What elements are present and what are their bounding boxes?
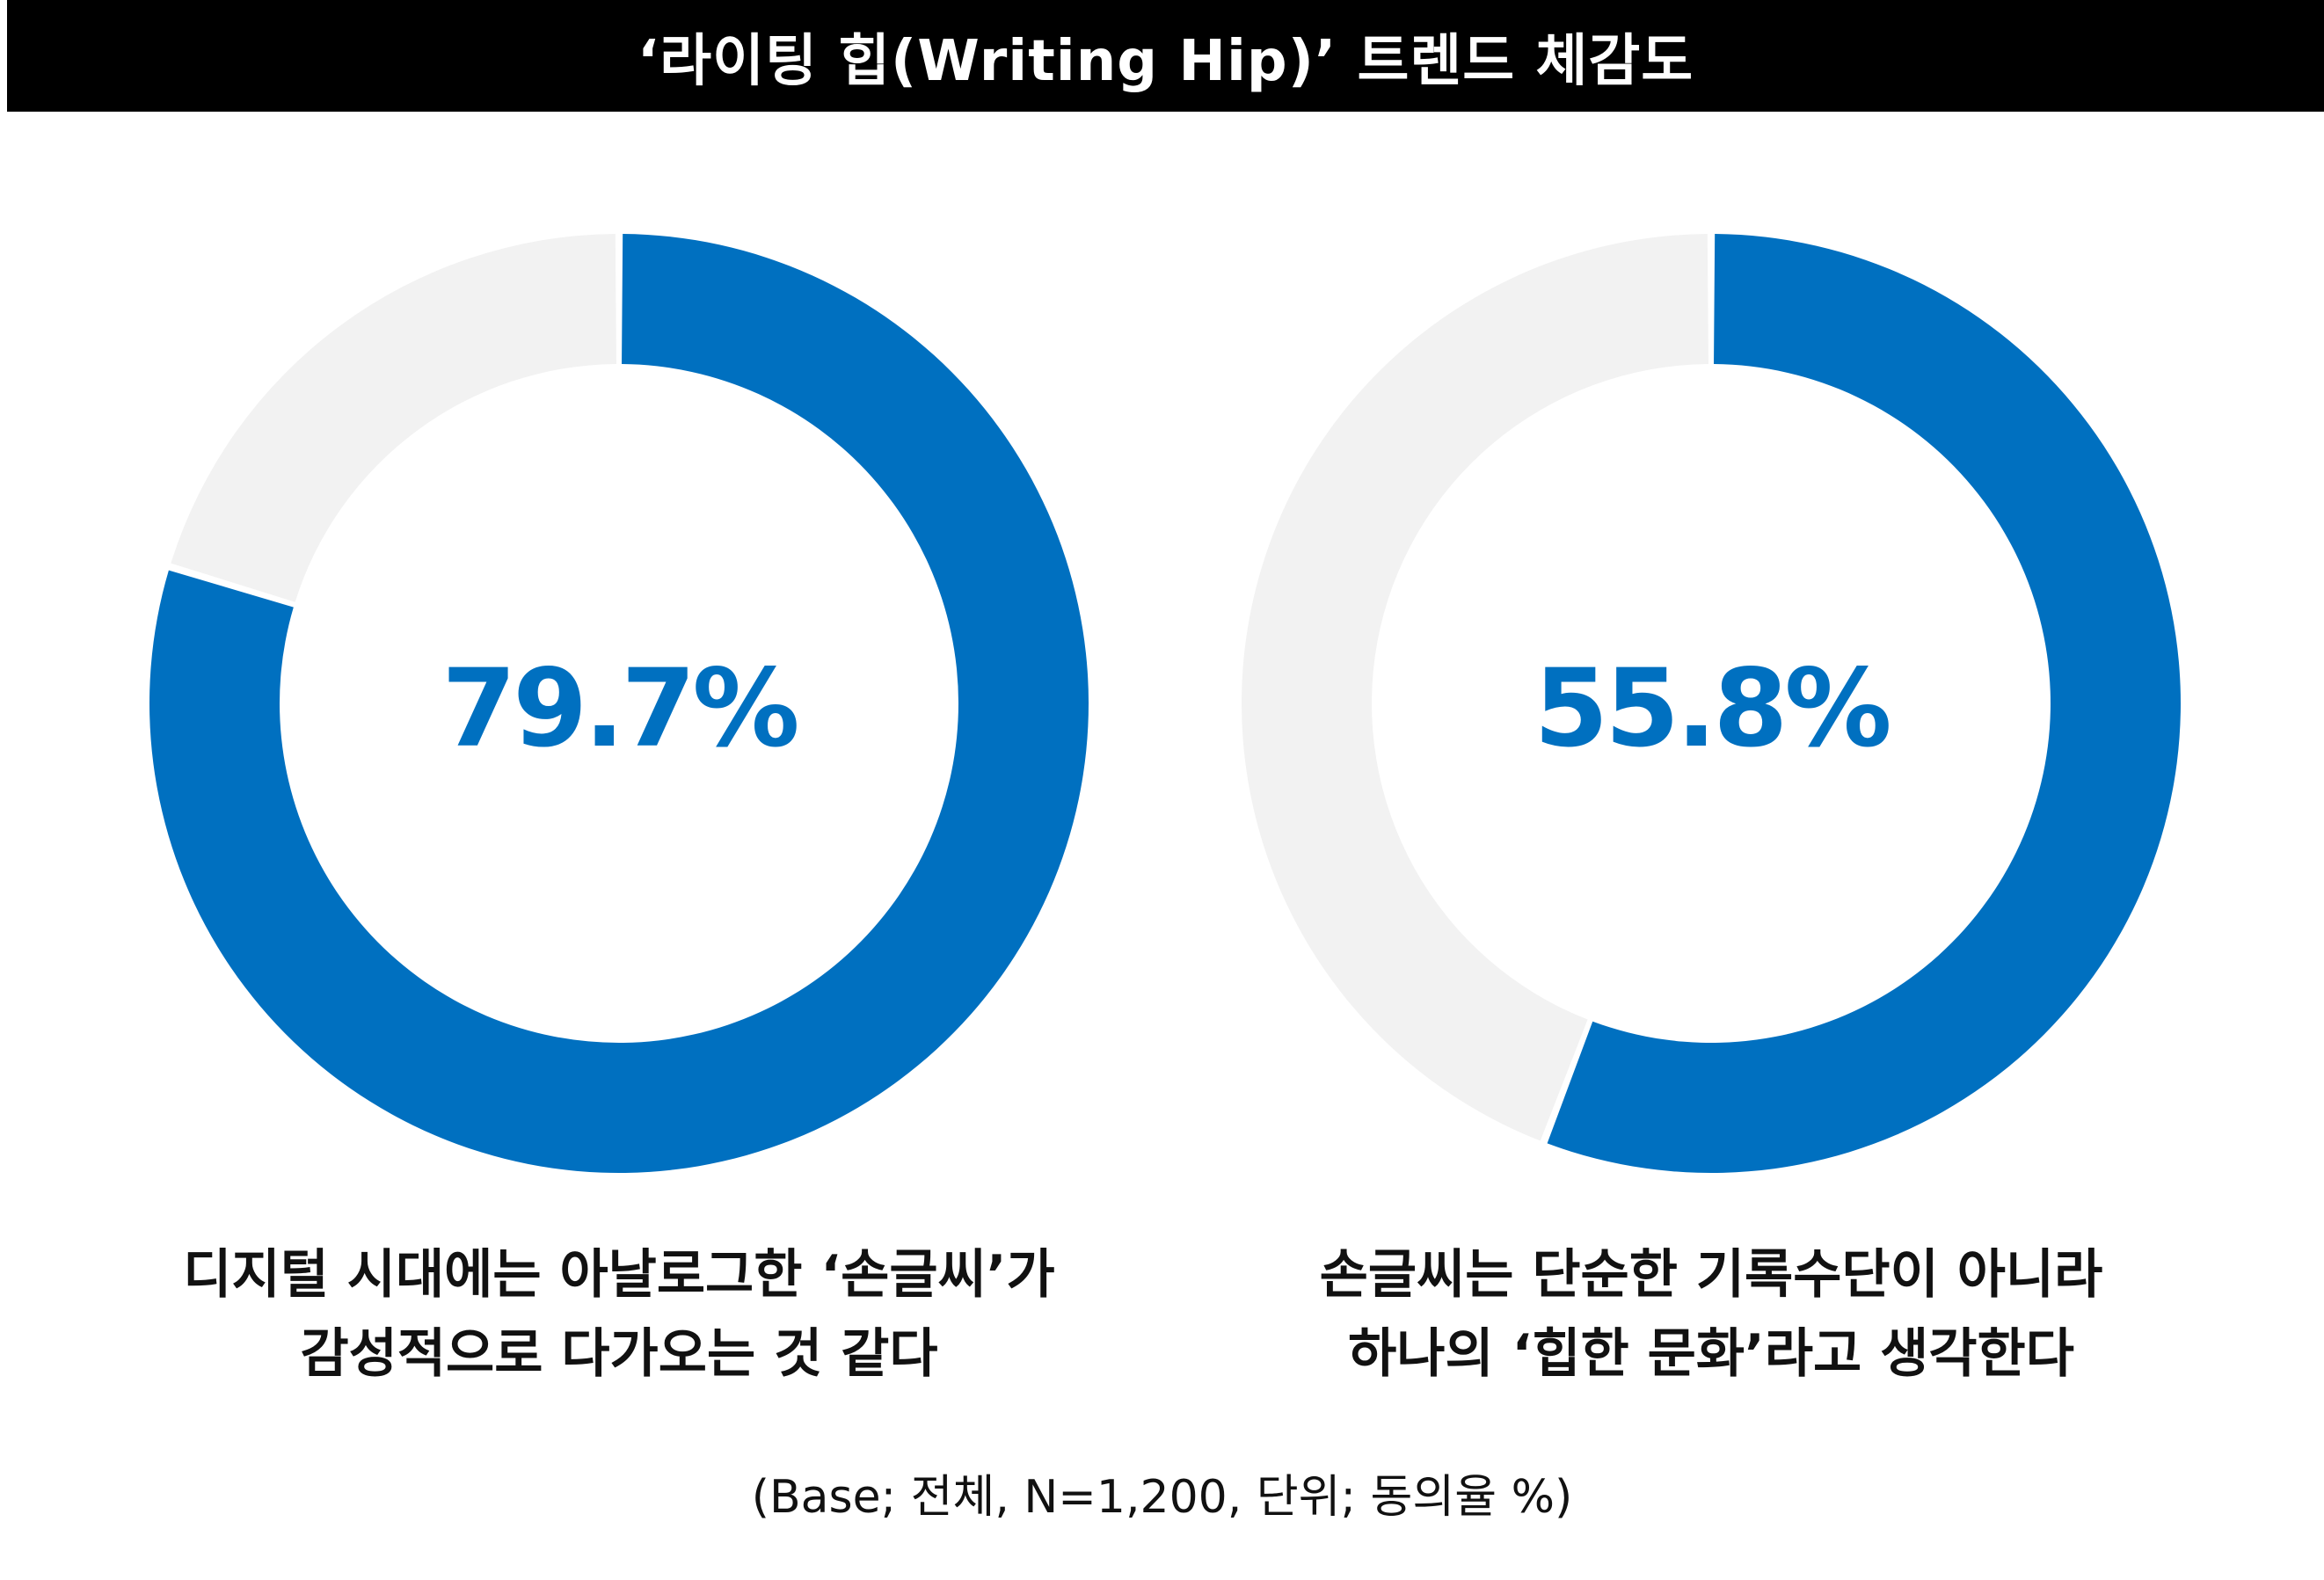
donut-slice-remainder xyxy=(171,234,616,602)
caption-line: 손글씨는 단순한 기록수단이 아니라 xyxy=(1319,1244,2103,1306)
caption-line: 하나의 ‘힙한 문화’라고 생각한다 xyxy=(1348,1323,2074,1385)
chart-title: ‘라이팅 힙(Writing Hip)’ 트렌드 체감도 xyxy=(7,0,2324,112)
donut-chart-svg: 79.7% xyxy=(149,234,1089,1173)
donut-chart-svg: 55.8% xyxy=(1241,234,2181,1173)
donut-center-value: 55.8% xyxy=(1534,646,1889,771)
donut-chart-agree-hip-culture: 55.8% xyxy=(1238,230,2184,1176)
donut-slice-agree xyxy=(1547,234,2181,1173)
donut-caption: 손글씨는 단순한 기록수단이 아니라 하나의 ‘힙한 문화’라고 생각한다 xyxy=(1219,1235,2204,1394)
donut-caption: 디지털 시대에는 아날로그한 ‘손글씨’가 감성적으로 다가오는 것 같다 xyxy=(127,1235,1111,1394)
donut-center-value: 79.7% xyxy=(441,646,797,771)
caption-line: 디지털 시대에는 아날로그한 ‘손글씨’가 xyxy=(183,1244,1055,1306)
donut-chart-agree-analog-emotional: 79.7% xyxy=(146,230,1092,1176)
donut-slice-remainder xyxy=(1241,234,1708,1141)
base-footnote: (Base; 전체, N=1,200, 단위; 동의율 %) xyxy=(751,1471,1573,1524)
caption-line: 감성적으로 다가오는 것 같다 xyxy=(300,1323,938,1385)
